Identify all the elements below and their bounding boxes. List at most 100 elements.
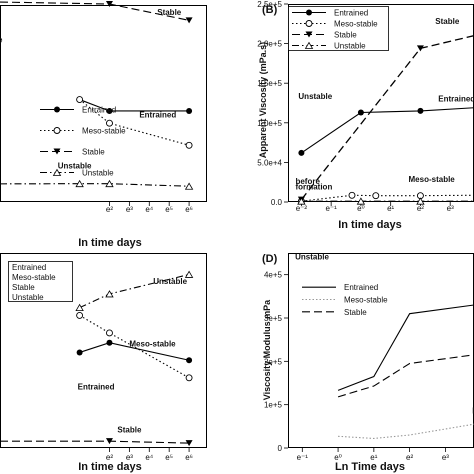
data-point-unstable [184, 270, 194, 278]
plot-frame [288, 253, 474, 448]
x-tick-label: e⁴ [145, 453, 153, 462]
series-line-entrained [301, 107, 474, 154]
annotation-label: I [472, 406, 474, 415]
data-point-unstable [184, 182, 194, 190]
legend-label: Unstable [82, 169, 114, 178]
annotation-label: Unstable [298, 92, 332, 101]
annotation-label: Stable [435, 17, 460, 26]
x-tick-label: e² [106, 205, 113, 214]
x-axis-label: In time days [78, 461, 142, 473]
y-tick-label: 0 [278, 444, 283, 453]
legend-label: Entrained [344, 283, 378, 292]
data-point-entrained [417, 107, 424, 114]
series-line-meso-stable [301, 194, 474, 202]
data-point-entrained [357, 109, 364, 116]
x-tick-label: e⁶ [185, 453, 193, 462]
x-tick-label: e⁰ [357, 204, 365, 213]
annotation-label: e [0, 35, 3, 44]
legend-marker [54, 106, 60, 113]
data-point-entrained [106, 107, 113, 114]
legend-marker [53, 127, 61, 134]
y-tick-label: 5.0e+4 [257, 158, 282, 167]
x-tick-label: e⁰ [334, 453, 342, 462]
data-point-entrained [106, 339, 113, 346]
y-tick-label: 1.0e+5 [257, 119, 282, 128]
annotation-label: Unstable [153, 277, 187, 286]
plot-frame [0, 5, 207, 202]
y-axis-label: Viscosity Modulus mPa [262, 299, 272, 400]
data-point-unstable [105, 290, 114, 298]
x-tick-label: e⁻¹ [325, 204, 337, 213]
data-point-unstable [75, 303, 84, 311]
legend-marker [52, 168, 62, 176]
panel-label: (B) [262, 4, 278, 16]
y-tick-label: 2e+5 [264, 357, 283, 366]
data-point-entrained [76, 349, 83, 356]
data-point-unstable [75, 179, 84, 188]
legend-marker [304, 41, 314, 49]
annotation-label: Unstable [295, 253, 329, 262]
y-tick-label: 3e+5 [264, 314, 283, 323]
x-tick-label: e⁵ [165, 453, 173, 462]
data-point-meso-stable [185, 374, 193, 382]
annotation-label: Entrained [139, 110, 176, 119]
chart-panel-4: e⁻¹ e⁰ e¹ e² e³ 0 1e+5 2e+5 3e+5 4e+5 Ln Time days… [262, 253, 474, 473]
chart-panel-3: e² e³ e⁴ e⁵ e⁶ In time days Unstable Meso-stabl… [0, 253, 207, 473]
annotation-label: Meso-stable [409, 175, 456, 184]
data-point-meso-stable [76, 311, 84, 319]
x-axis-label: Ln Time days [335, 461, 405, 473]
legend-label: Meso-stable [344, 296, 388, 305]
legend-label: Stable [334, 31, 357, 40]
legend-label: Entrained [334, 9, 368, 18]
data-point-entrained [186, 107, 193, 114]
y-tick-label: 4e+5 [264, 271, 283, 280]
legend: Entrained Meso-stable Stable [302, 283, 388, 317]
annotation-label: Entrained [78, 383, 115, 392]
y-tick-label: 2.0e+5 [257, 40, 282, 49]
annotation-label: Entrained [438, 94, 474, 103]
legend-label: Unstable [334, 42, 366, 51]
data-point-stable [105, 438, 113, 445]
x-tick-label: e⁵ [165, 205, 173, 214]
annotation-label: Meso-stable [129, 340, 176, 349]
x-tick-label: e³ [126, 453, 133, 462]
series-line-entrained [337, 304, 474, 391]
data-point-stable [185, 17, 193, 24]
x-axis-label: In time days [78, 237, 142, 249]
data-point-meso-stable [348, 191, 356, 199]
legend-label: Stable [12, 283, 35, 292]
data-point-unstable [297, 197, 306, 205]
x-tick-label: e³ [126, 205, 133, 214]
data-point-stable [416, 45, 424, 52]
data-point-meso-stable [106, 329, 113, 337]
annotation-label: Stable [117, 425, 142, 434]
y-tick-label: 1e+5 [264, 401, 283, 410]
data-point-meso-stable [185, 141, 193, 149]
panel-label: (D) [262, 253, 278, 265]
x-tick-label: e¹ [370, 453, 377, 462]
x-tick-label: e³ [447, 204, 454, 213]
y-axis-label: Apparent Viscosity (mPa.s) [258, 42, 268, 158]
annotation-label: before [295, 177, 320, 186]
data-point-unstable [416, 197, 425, 205]
x-tick-label: e² [106, 453, 113, 462]
data-point-stable [185, 440, 193, 447]
series-line-meso-stable [79, 99, 190, 146]
x-tick-label: e⁴ [145, 205, 153, 214]
data-point-entrained [186, 357, 193, 364]
x-tick-label: e³ [442, 453, 449, 462]
legend-marker [306, 9, 312, 16]
x-tick-label: e⁻² [296, 204, 308, 213]
series-line-meso-stable [338, 423, 474, 440]
x-tick-label: e⁶ [185, 205, 193, 214]
data-point-meso-stable [106, 119, 113, 127]
x-tick-label: e² [417, 204, 424, 213]
annotation-label: Unstable [58, 162, 92, 171]
legend-marker [305, 31, 313, 38]
x-tick-label: e⁻¹ [297, 453, 309, 462]
x-axis-label: In time days [338, 219, 402, 231]
